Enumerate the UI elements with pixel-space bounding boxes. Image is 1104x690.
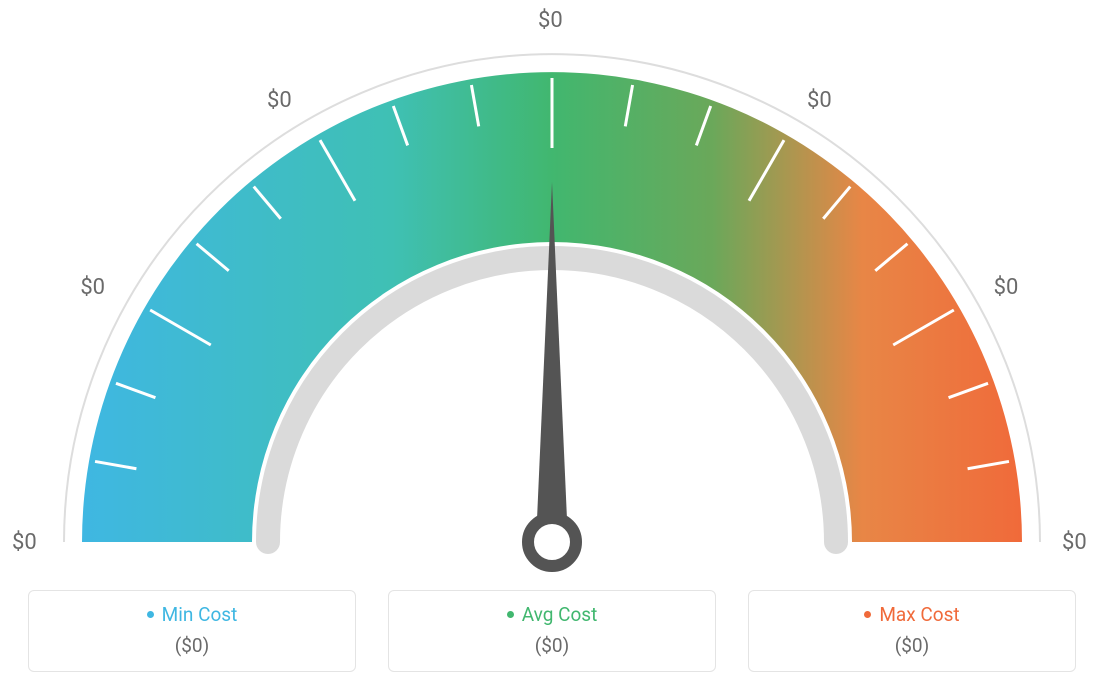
legend-row: Min Cost ($0) Avg Cost ($0) Max Cost ($0… <box>0 590 1104 690</box>
legend-label-max-text: Max Cost <box>879 603 959 626</box>
legend-dot-avg <box>507 611 514 618</box>
gauge-scale-label: $0 <box>1062 530 1087 555</box>
gauge-svg <box>52 12 1052 572</box>
gauge-scale-label: $0 <box>80 275 105 300</box>
legend-box-max: Max Cost ($0) <box>748 590 1076 672</box>
legend-label-avg-text: Avg Cost <box>522 603 598 626</box>
legend-label-min-text: Min Cost <box>162 603 238 626</box>
gauge-scale-label: $0 <box>994 275 1019 300</box>
legend-label-max: Max Cost <box>864 603 959 626</box>
legend-value-max: ($0) <box>749 634 1075 657</box>
gauge-scale-label: $0 <box>807 88 832 113</box>
gauge-chart: $0$0$0$0$0$0$0 <box>52 12 1052 552</box>
legend-box-avg: Avg Cost ($0) <box>388 590 716 672</box>
legend-dot-max <box>864 611 871 618</box>
gauge-scale-label: $0 <box>538 8 563 33</box>
gauge-scale-label: $0 <box>267 88 292 113</box>
legend-box-min: Min Cost ($0) <box>28 590 356 672</box>
legend-dot-min <box>147 611 154 618</box>
gauge-scale-label: $0 <box>12 530 37 555</box>
legend-label-avg: Avg Cost <box>507 603 598 626</box>
legend-label-min: Min Cost <box>147 603 238 626</box>
legend-value-min: ($0) <box>29 634 355 657</box>
legend-value-avg: ($0) <box>389 634 715 657</box>
